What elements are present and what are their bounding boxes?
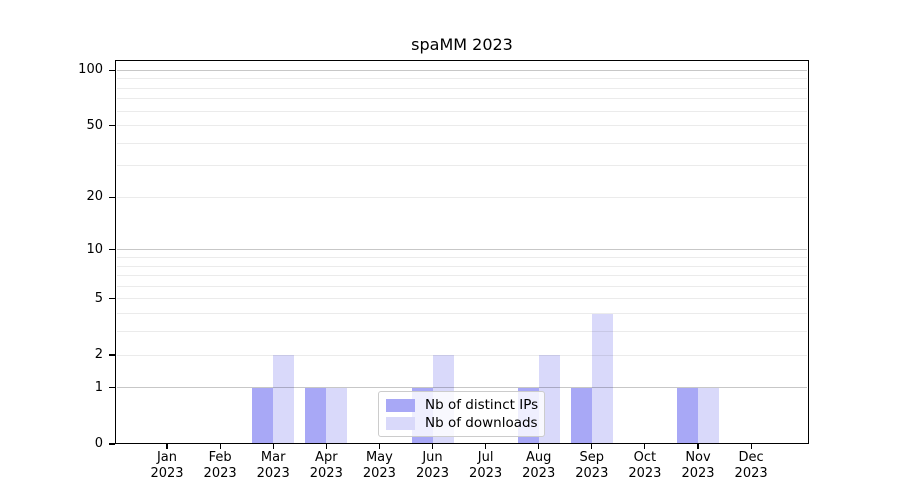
y-tick-label: 100 [78,62,103,78]
x-tick-mark [219,444,221,449]
x-tick-year: 2023 [469,466,503,481]
legend: Nb of distinct IPs Nb of downloads [378,391,545,437]
x-tick-year: 2023 [681,466,715,481]
x-tick-label: Sep 2023 [560,450,624,482]
x-tick-mark [325,444,327,449]
x-tick-year: 2023 [256,466,290,481]
x-tick-label: Feb 2023 [188,450,252,482]
x-tick-mark [431,444,434,449]
legend-swatch [386,398,415,412]
x-tick-month: Nov [685,450,711,465]
legend-label: Nb of downloads [425,415,538,431]
x-tick-year: 2023 [575,466,609,481]
x-tick-label: Jun 2023 [401,450,465,482]
y-tick-label: 5 [94,290,103,306]
x-tick-month: Feb [208,450,232,465]
x-tick-month: May [365,450,393,465]
x-tick-mark [750,444,752,449]
x-tick-month: Jan [156,450,178,465]
x-tick-label: Dec 2023 [719,450,783,482]
x-tick-mark [591,444,593,449]
x-tick-month: Aug [525,450,552,465]
x-tick-year: 2023 [309,466,343,481]
y-tick-label: 50 [86,117,103,133]
y-tick-label: 20 [86,189,103,205]
y-tick-label: 10 [86,241,103,257]
x-tick-label: Aug 2023 [507,450,571,482]
x-tick-label: Jan 2023 [135,450,199,482]
x-tick-label: Nov 2023 [666,450,730,482]
y-tick-label: 1 [94,379,103,395]
chart-title: spaMM 2023 [411,35,513,54]
x-tick-mark [272,444,274,449]
x-tick-month: Jul [477,450,494,465]
x-tick-month: Sep [579,450,605,465]
legend-label: Nb of distinct IPs [425,397,539,413]
x-tick-year: 2023 [415,466,450,481]
plot-area [115,60,809,444]
x-tick-year: 2023 [362,466,396,481]
x-tick-year: 2023 [734,466,768,481]
legend-entry: Nb of distinct IPs [386,397,539,413]
legend-swatch [386,416,415,430]
x-tick-label: Oct 2023 [613,450,677,482]
legend-entry: Nb of downloads [386,415,538,431]
x-tick-month: Dec [738,450,764,465]
y-tick-label: 0 [94,436,103,451]
x-tick-label: Apr 2023 [294,450,358,482]
x-tick-year: 2023 [150,466,184,481]
x-tick-month: Jun [422,450,443,465]
x-tick-mark [697,444,699,449]
x-tick-year: 2023 [522,466,556,481]
x-tick-mark [485,444,487,449]
x-tick-year: 2023 [628,466,662,481]
x-tick-month: Oct [633,450,657,465]
x-tick-label: Mar 2023 [241,450,305,482]
x-tick-label: Jul 2023 [454,450,518,482]
x-tick-label: May 2023 [347,450,411,482]
y-tick-label: 2 [94,347,103,362]
x-tick-mark [644,444,646,449]
x-tick-mark [166,444,168,449]
x-tick-month: Mar [260,450,286,465]
x-tick-month: Apr [315,450,338,465]
x-tick-mark [538,444,540,449]
x-tick-mark [378,444,380,449]
x-tick-year: 2023 [203,466,237,481]
